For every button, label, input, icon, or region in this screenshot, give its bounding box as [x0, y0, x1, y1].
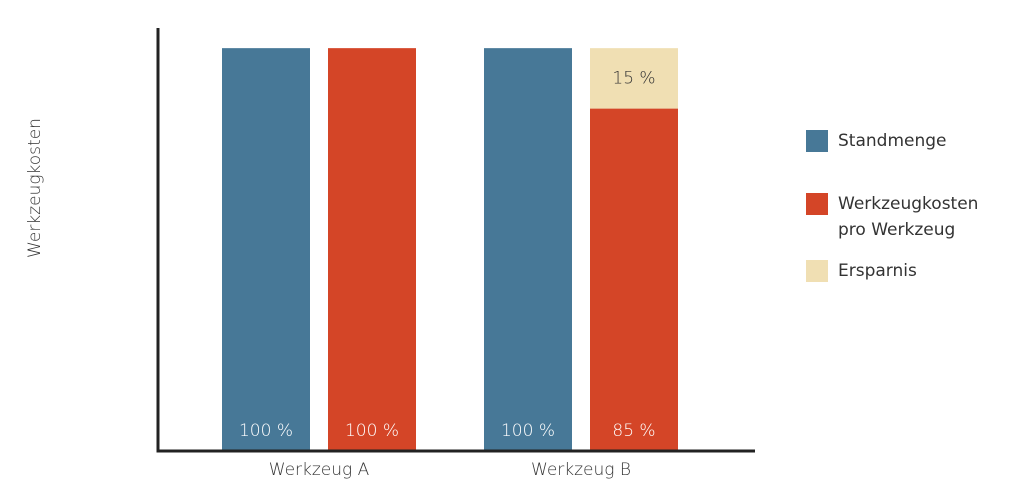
- bar: [590, 48, 678, 109]
- bar: [484, 48, 572, 452]
- value-label: 100 %: [501, 421, 555, 441]
- legend-label: Werkzeugkosten pro Werkzeug: [838, 194, 979, 240]
- bar: [590, 108, 678, 452]
- legend-item: Werkzeugkosten pro Werkzeug: [806, 191, 1008, 243]
- legend-item: Standmenge: [806, 128, 1008, 154]
- legend-label: Standmenge: [838, 131, 947, 151]
- value-label: 85 %: [612, 421, 655, 441]
- legend-label: Ersparnis: [838, 261, 917, 281]
- legend-item: Ersparnis: [806, 258, 1008, 284]
- x-tick-label: Werkzeug B: [531, 460, 631, 480]
- y-axis-label: Werkzeugkosten: [25, 118, 45, 258]
- bar: [222, 48, 310, 452]
- legend-swatch: [806, 130, 828, 152]
- value-label: 15 %: [612, 68, 655, 88]
- legend-swatch: [806, 193, 828, 215]
- value-label: 100 %: [239, 421, 293, 441]
- value-label: 100 %: [345, 421, 399, 441]
- bar: [328, 48, 416, 452]
- x-tick-label: Werkzeug A: [269, 460, 370, 480]
- legend-swatch: [806, 260, 828, 282]
